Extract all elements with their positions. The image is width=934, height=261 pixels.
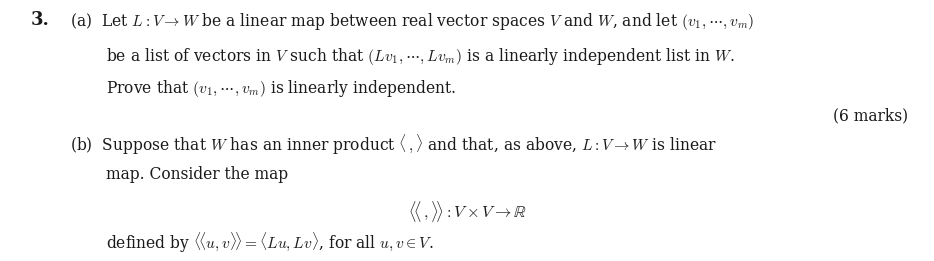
- Text: (6 marks): (6 marks): [833, 108, 908, 125]
- Text: (a)  Let $L:V \to W$ be a linear map between real vector spaces $V$ and $W$, and: (a) Let $L:V \to W$ be a linear map betw…: [70, 11, 755, 32]
- Text: Prove that $(v_1,\cdots,v_m)$ is linearly independent.: Prove that $(v_1,\cdots,v_m)$ is linearl…: [106, 78, 456, 99]
- Text: (b)  Suppose that $W$ has an inner product $\langle\,{,}\,\rangle$ and that, as : (b) Suppose that $W$ has an inner produc…: [70, 134, 717, 157]
- Text: defined by $\langle\!\langle u,v\rangle\!\rangle = \langle Lu, Lv\rangle$, for a: defined by $\langle\!\langle u,v\rangle\…: [106, 232, 433, 255]
- Text: 3.: 3.: [31, 11, 50, 29]
- Text: map. Consider the map: map. Consider the map: [106, 167, 288, 183]
- Text: $\langle\!\langle\,{,}\,\rangle\!\rangle : V \times V \to \mathbb{R}$: $\langle\!\langle\,{,}\,\rangle\!\rangle…: [407, 199, 527, 224]
- Text: be a list of vectors in $V$ such that $(Lv_1,\cdots,Lv_m)$ is a linearly indepen: be a list of vectors in $V$ such that $(…: [106, 46, 734, 67]
